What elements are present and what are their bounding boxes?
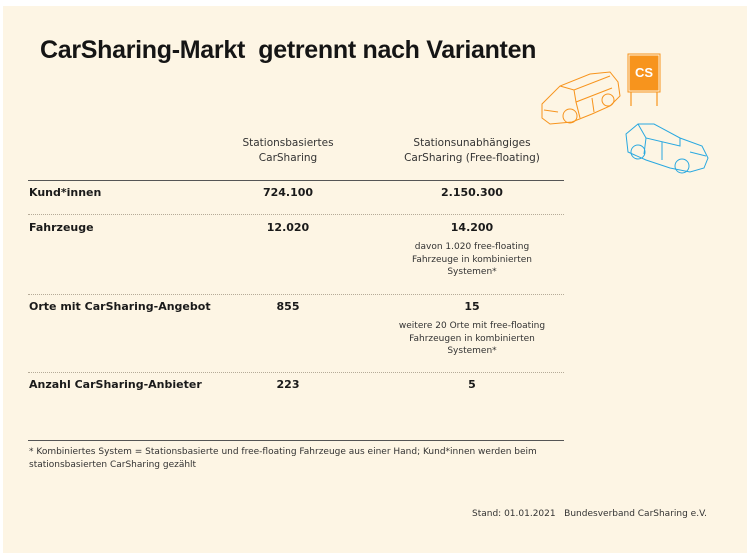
source-credit: Stand: 01.01.2021 Bundesverband CarShari… [472, 509, 707, 519]
row-label-locations: Orte mit CarSharing-Angebot [29, 300, 211, 313]
providers-free-value: 5 [468, 378, 476, 391]
vehicles-free-value: 14.200 [450, 221, 494, 234]
customers-free-value: 2.150.300 [441, 186, 503, 199]
customers-station-value: 724.100 [262, 186, 314, 199]
vehicles-station-value: 12.020 [266, 221, 310, 234]
infographic-card [3, 6, 747, 553]
blue-car-icon [625, 123, 709, 174]
page-title: CarSharing-Markt getrennt nach Varianten [40, 36, 537, 64]
locations-free-note: weitere 20 Orte mit free-floating Fahrze… [398, 321, 546, 356]
providers-station-value: 223 [276, 378, 300, 391]
orange-car-icon [541, 71, 621, 125]
locations-free-value: 15 [464, 300, 480, 313]
footnote-divider [28, 440, 564, 441]
row-divider [28, 214, 564, 215]
row-label-customers: Kund*innen [29, 186, 102, 199]
column-header-station-based: Stationsbasiertes CarSharing [242, 137, 334, 164]
row-divider [28, 294, 564, 295]
cs-sign-icon: CS [627, 53, 661, 106]
svg-text:CS: CS [635, 65, 653, 80]
row-label-vehicles: Fahrzeuge [29, 221, 94, 234]
row-divider [28, 372, 564, 373]
header-divider [28, 180, 564, 181]
locations-station-value: 855 [276, 300, 300, 313]
footnote: * Kombiniertes System = Stationsbasierte… [29, 447, 537, 470]
carsharing-illustration: CS [541, 53, 709, 174]
column-header-free-floating: Stationsunabhängiges CarSharing (Free-fl… [404, 137, 540, 164]
vehicles-free-note: davon 1.020 free-floating Fahrzeuge in k… [411, 242, 532, 277]
row-label-providers: Anzahl CarSharing-Anbieter [29, 378, 202, 391]
